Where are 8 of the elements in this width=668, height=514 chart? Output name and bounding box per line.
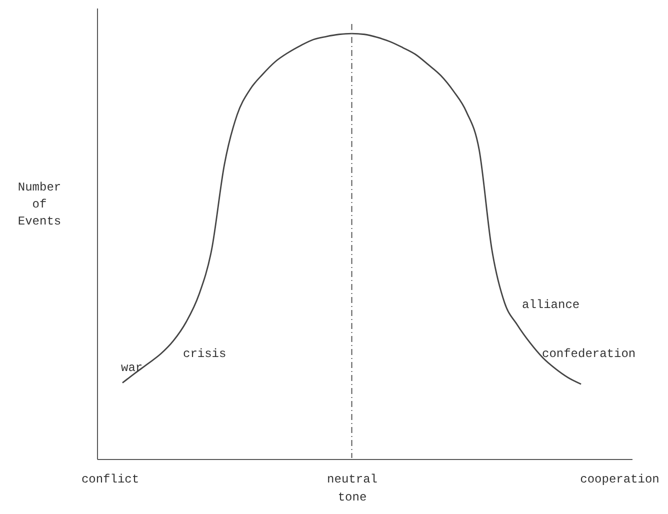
annotation: confederation	[542, 347, 636, 361]
annotation: war	[121, 361, 143, 375]
annotation: crisis	[183, 347, 226, 361]
x-tick-label: neutral tone	[327, 472, 378, 504]
y-axis-title: Number of Events	[18, 180, 62, 228]
annotation: alliance	[522, 298, 580, 312]
x-tick-label: cooperation	[580, 472, 660, 486]
x-tick-label: conflict	[81, 472, 140, 486]
